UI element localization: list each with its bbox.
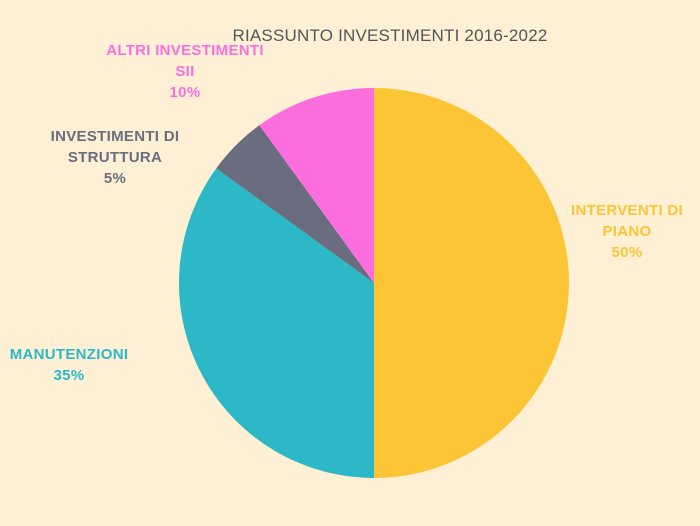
slice-label-altri-investimenti-sii: ALTRI INVESTIMENTI SII 10%	[106, 40, 264, 103]
slice-label-manutenzioni: MANUTENZIONI 35%	[2, 344, 136, 386]
slice-label-text: MANUTENZIONI	[9, 346, 129, 363]
pie-slice-investimenti-di-struttura	[216, 125, 374, 283]
slice-label-percent: 5%	[103, 170, 127, 187]
slice-label-percent: 10%	[169, 84, 201, 101]
slice-label-percent: 50%	[611, 244, 643, 261]
pie-slice-interventi-di-piano	[374, 88, 569, 478]
slice-label-percent: 35%	[53, 367, 85, 384]
slice-label-investimenti-di-struttura: INVESTIMENTI DI STRUTTURA 5%	[36, 126, 194, 189]
slice-label-text: ALTRI INVESTIMENTI SII	[106, 42, 264, 80]
slice-label-text: INVESTIMENTI DI STRUTTURA	[50, 128, 180, 166]
pie-slice-manutenzioni	[179, 168, 374, 478]
slice-label-text: INTERVENTI DI PIANO	[571, 202, 683, 240]
chart-title: RIASSUNTO INVESTIMENTI 2016-2022	[232, 26, 548, 45]
pie-slice-altri-investimenti-sii	[259, 88, 374, 283]
slice-label-interventi-di-piano: INTERVENTI DI PIANO 50%	[562, 200, 692, 263]
